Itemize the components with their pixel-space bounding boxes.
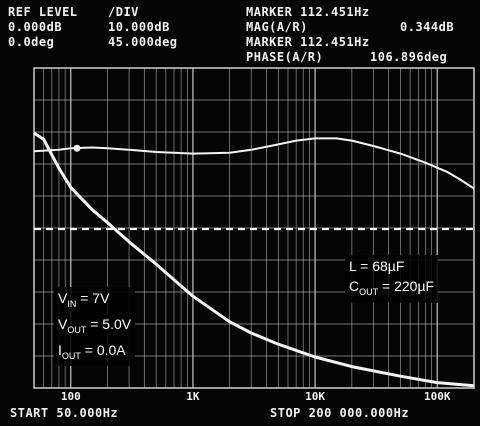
inductor-label: L = 68µF [349,258,405,274]
marker-readout-2: MARKER 112.451Hz [246,35,370,49]
test-conditions-label: VIN = 7V VOUT = 5.0V IOUT = 0.0A [54,287,136,367]
div-phase-value: 45.000deg [108,35,178,49]
x-tick-label: 1K [186,390,200,403]
marker-dot [73,144,81,152]
stop-frequency: STOP 200 000.000Hz [270,406,410,420]
x-tick-label: 100K [424,390,451,403]
phase-label: PHASE(A/R) [246,50,324,64]
iout-label: IOUT = 0.0A [58,341,126,361]
ref-level-label: REF LEVEL [8,5,78,19]
component-values-label: L = 68µF COUT = 220µF [345,255,439,303]
ref-mag-value: 0.000dB [8,20,63,34]
vout-label: VOUT = 5.0V [58,315,132,335]
start-frequency: START 50.000Hz [10,406,119,420]
ref-phase-value: 0.0deg [8,35,55,49]
phase-value: 106.896deg [370,50,448,64]
marker-readout-1: MARKER 112.451Hz [246,5,370,19]
div-label: /DIV [108,5,139,19]
cout-label: COUT = 220µF [349,278,435,297]
div-mag-value: 10.000dB [108,20,170,34]
magnitude-trace [33,131,475,388]
x-tick-label: 100 [61,390,81,403]
vin-label: VIN = 7V [58,290,110,309]
mag-value: 0.344dB [400,20,455,34]
plot-traces [33,131,475,388]
x-tick-label: 10K [305,390,325,403]
x-tick-labels: 100 1K 10K 100K [61,390,451,403]
mag-label: MAG(A/R) [246,20,308,34]
phase-trace [33,137,475,190]
